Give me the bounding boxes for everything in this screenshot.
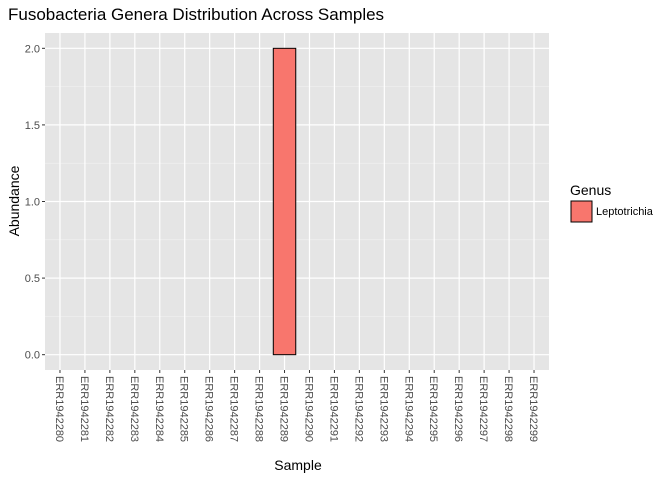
x-tick-label-ERR1942298: ERR1942298 (502, 376, 514, 442)
x-tick-label-ERR1942295: ERR1942295 (427, 376, 439, 442)
x-tick-label-ERR1942281: ERR1942281 (78, 376, 90, 442)
x-axis-ticks: ERR1942280 ERR1942281 ERR1942282 ERR1942283… (53, 370, 539, 442)
legend: Genus Leptotrichia (570, 182, 654, 223)
x-tick-label-ERR1942284: ERR1942284 (153, 376, 165, 442)
x-tick-label-ERR1942290: ERR1942290 (302, 376, 314, 442)
y-tick-label: 0.0 (25, 350, 40, 362)
x-tick-label-ERR1942291: ERR1942291 (327, 376, 339, 442)
x-tick-label-ERR1942280: ERR1942280 (53, 376, 65, 442)
x-tick-label-ERR1942293: ERR1942293 (377, 376, 389, 442)
y-axis-ticks: 0.0 0.5 1.0 1.5 2.0 (25, 43, 45, 362)
x-tick-label-ERR1942292: ERR1942292 (352, 376, 364, 442)
chart-title: Fusobacteria Genera Distribution Across … (8, 5, 384, 24)
x-tick-label-ERR1942296: ERR1942296 (452, 376, 464, 442)
x-tick-label-ERR1942282: ERR1942282 (103, 376, 115, 442)
x-tick-label-ERR1942299: ERR1942299 (527, 376, 539, 442)
y-tick-label: 2.0 (25, 43, 40, 55)
legend-label-leptotrichia: Leptotrichia (596, 206, 654, 218)
bar-ERR1942289 (272, 47, 297, 356)
x-tick-label-ERR1942297: ERR1942297 (477, 376, 489, 442)
x-tick-label-ERR1942294: ERR1942294 (402, 376, 414, 442)
minor-gridlines (45, 86, 549, 317)
y-tick-label: 1.0 (25, 197, 40, 209)
x-tick-label-ERR1942287: ERR1942287 (228, 376, 240, 442)
major-gridlines (45, 33, 549, 370)
x-axis-title: Sample (274, 457, 322, 473)
x-tick-label-ERR1942289: ERR1942289 (278, 376, 290, 442)
bars (272, 47, 297, 356)
legend-title: Genus (570, 182, 611, 198)
y-tick-label: 0.5 (25, 273, 40, 285)
x-tick-label-ERR1942286: ERR1942286 (203, 376, 215, 442)
x-tick-label-ERR1942288: ERR1942288 (253, 376, 265, 442)
x-tick-label-ERR1942283: ERR1942283 (128, 376, 140, 442)
y-axis-title: Abundance (6, 165, 22, 236)
x-tick-label-ERR1942285: ERR1942285 (178, 376, 190, 442)
legend-swatch-leptotrichia (570, 200, 593, 223)
y-tick-label: 1.5 (25, 120, 40, 132)
